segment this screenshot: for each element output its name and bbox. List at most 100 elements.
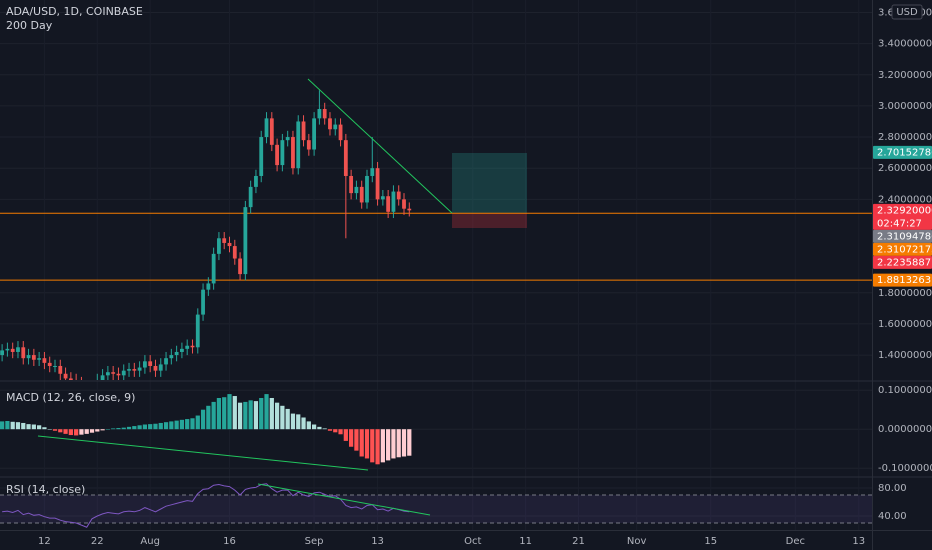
price-badges: 2.70152786 2.32920000 02:47:27 2.31094786 2.… [873, 4, 932, 287]
candle-body [306, 140, 311, 150]
candle-body [185, 345, 190, 349]
candle-body [269, 118, 274, 145]
histogram-bar [47, 429, 52, 430]
x-tick-label: Aug [140, 536, 160, 547]
candle-body [153, 365, 158, 371]
histogram-bar [105, 429, 110, 430]
histogram-bar [21, 422, 26, 430]
candle-body [275, 144, 279, 166]
histogram-bar [174, 420, 179, 430]
symbol-title: ADA/USD, 1D, COINBASE [6, 5, 143, 18]
trend-line [37, 435, 369, 471]
price-badge-label: 2.70152786 [877, 147, 932, 158]
price-pane [0, 90, 412, 380]
histogram-bar [15, 422, 21, 430]
candle-body [21, 347, 26, 359]
candle-body [127, 369, 131, 371]
histogram-bar [148, 424, 153, 430]
histogram-bar [37, 425, 42, 430]
histogram-bar [232, 396, 237, 430]
histogram-bar [190, 418, 195, 430]
candle-body [264, 118, 269, 138]
candle-body [16, 347, 20, 352]
x-tick-label: 13 [371, 536, 384, 547]
price-badge [873, 229, 932, 243]
rsi-band [0, 495, 872, 524]
candle-body [328, 118, 332, 130]
candle-body [26, 355, 31, 359]
price-badge-label: 1.88132631 [877, 275, 932, 286]
histogram-bar [364, 429, 370, 459]
histogram-bar [31, 424, 36, 430]
y-tick-label: 3.00000000 [878, 101, 932, 112]
histogram-bar [359, 429, 364, 457]
candle-body [37, 358, 42, 360]
histogram-bar [68, 429, 73, 436]
price-badge [873, 273, 932, 287]
candle-body [5, 348, 10, 351]
x-tick-label: 11 [519, 536, 532, 547]
histogram-bar [153, 423, 158, 430]
histogram-bar [142, 424, 148, 430]
currency-label: USD [896, 7, 918, 18]
candle-body [391, 191, 396, 212]
x-tick-label: 12 [38, 536, 51, 547]
position-target-zone [452, 153, 527, 213]
histogram-bar [386, 429, 391, 461]
candle-body [317, 109, 322, 119]
candle-body [370, 168, 375, 176]
x-tick-label: 13 [852, 536, 865, 547]
candle-body [53, 365, 57, 367]
price-badge [873, 242, 932, 256]
y-tick-label: 2.80000000 [878, 132, 932, 143]
histogram-bar [58, 429, 63, 433]
histogram-bar [317, 426, 322, 430]
candle-body [211, 253, 216, 284]
candle-body [142, 361, 147, 368]
candle-body [42, 358, 47, 363]
candle-body [227, 242, 232, 247]
price-badge-label: 2.31094786 [877, 231, 932, 242]
histogram-bar [338, 429, 343, 435]
y-tick-label: 0.00000000 [878, 424, 932, 435]
x-tick-label: 15 [704, 536, 717, 547]
trend-line [307, 78, 453, 214]
candle-body [386, 196, 391, 212]
candle-body [254, 175, 258, 187]
candle-body [380, 196, 385, 200]
histogram-bar [311, 424, 317, 430]
histogram-bar [100, 429, 105, 431]
candle-body [169, 355, 174, 359]
histogram-bar [296, 414, 301, 430]
x-tick-label: 16 [223, 536, 236, 547]
candle-body [365, 175, 369, 203]
histogram-bar [216, 397, 222, 430]
histogram-bar [137, 425, 142, 430]
histogram-bar [401, 429, 407, 457]
histogram-bar [132, 426, 137, 430]
histogram-bar [195, 415, 200, 430]
candle-body [121, 370, 126, 376]
candle-body [259, 137, 264, 176]
candle-body [248, 186, 253, 208]
candle-body [285, 137, 290, 141]
candle-body [116, 373, 121, 376]
candle-body [312, 118, 317, 150]
candle-body [338, 124, 343, 141]
histogram-bar [163, 422, 169, 430]
candle-body [105, 372, 110, 376]
histogram-bar [116, 428, 121, 430]
price-badge-label: 2.31072173 [877, 244, 932, 255]
histogram-bar [354, 429, 359, 451]
x-tick-label: Nov [627, 536, 647, 547]
candle-body [63, 373, 68, 379]
histogram-bar [290, 413, 296, 430]
histogram-bar [380, 429, 385, 463]
histogram-bar [200, 409, 206, 430]
rsi-pane [0, 483, 872, 528]
rsi-line [2, 483, 410, 528]
indicator-label: 200 Day [6, 19, 53, 32]
